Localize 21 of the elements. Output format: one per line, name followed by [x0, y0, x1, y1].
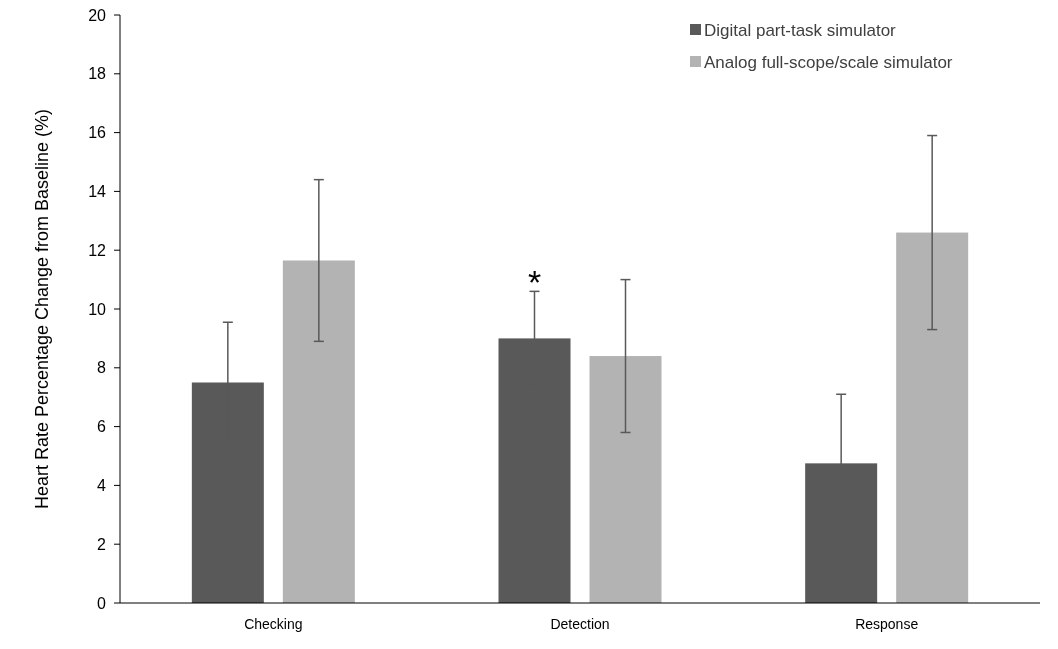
y-tick-label: 6: [97, 418, 107, 436]
legend-label: Analog full-scope/scale simulator: [704, 52, 953, 72]
y-tick-label: 16: [88, 124, 107, 142]
y-tick-label: 14: [88, 183, 107, 200]
bar: [282, 260, 355, 603]
y-axis-title: Heart Rate Percentage Change from Baseline (%): [32, 108, 52, 510]
y-tick-label: 4: [97, 477, 107, 494]
bar: [589, 356, 662, 603]
y-tick-label: 2: [97, 535, 107, 553]
y-tick-label: 18: [88, 65, 107, 83]
y-tick-label: 20: [88, 6, 107, 24]
y-tick-label: 8: [97, 359, 107, 377]
y-tick-label: 0: [97, 594, 107, 612]
y-tick-label: 10: [88, 300, 107, 318]
y-tick-label: 12: [88, 241, 107, 259]
annotation: *: [527, 263, 542, 302]
legend-label: Digital part-task simulator: [704, 20, 897, 40]
x-tick-label: Detection: [550, 616, 610, 632]
x-tick-label: Response: [855, 616, 919, 632]
bar: [896, 232, 969, 603]
x-tick-label: Checking: [244, 616, 303, 632]
